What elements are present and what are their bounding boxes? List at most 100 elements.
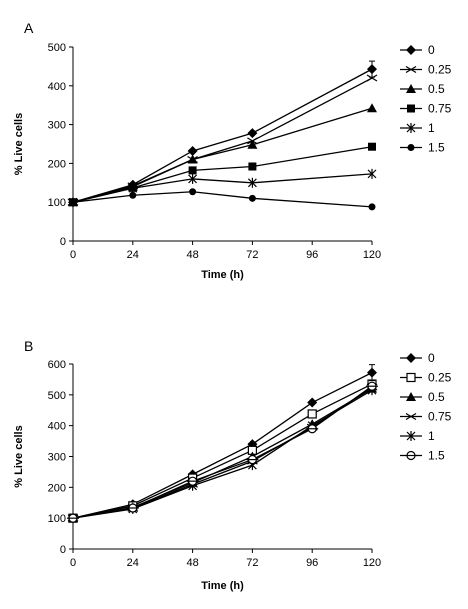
y-tick-label: 0 [60, 236, 66, 248]
y-tick-label: 100 [48, 513, 66, 525]
x-tick-label: 72 [246, 249, 258, 261]
legend-label: 1.5 [428, 141, 445, 155]
legend-label: 0.75 [428, 102, 452, 116]
series-1.5 [69, 188, 376, 211]
data-point [366, 74, 378, 82]
data-point [307, 409, 317, 419]
series-line [72, 68, 373, 203]
x-tick-label: 48 [186, 249, 198, 261]
series-line [72, 173, 373, 203]
y-tick-label: 200 [48, 482, 66, 494]
x-tick-label: 96 [306, 557, 318, 569]
legend-item-0.75: 0.75 [400, 410, 452, 424]
chart-panel-b: B 0 100 200 300 400 500 600 0 24 48 72 96 120 Time (h)… [13, 338, 452, 592]
legend-item-1.5: 1.5 [400, 141, 445, 155]
legend-marker [406, 431, 416, 441]
legend-marker [407, 144, 415, 151]
data-point [306, 424, 319, 434]
x-tick-label: 48 [186, 557, 198, 569]
marker-stroke [366, 74, 378, 82]
y-tick-label: 300 [48, 120, 66, 132]
legend-marker [405, 450, 417, 461]
legend-item-0.25: 0.25 [400, 63, 452, 77]
y-tick-label: 0 [60, 544, 66, 556]
legend-item-1: 1 [400, 121, 435, 135]
data-point [367, 103, 377, 113]
legend: 0 0.25 0.5 0.75 1 1.5 [400, 351, 452, 463]
y-tick-label: 400 [48, 81, 66, 93]
legend-marker [405, 412, 417, 421]
series-line [72, 146, 373, 203]
series-line [72, 385, 373, 519]
data-point [247, 177, 257, 188]
series-1.5 [67, 381, 378, 523]
legend-marker [407, 104, 415, 113]
legend-item-1: 1 [400, 429, 435, 443]
x-tick-label: 120 [363, 557, 381, 569]
y-axis-label: % Live cells [13, 113, 25, 175]
y-tick-label: 600 [48, 359, 66, 371]
legend-marker [406, 84, 416, 93]
x-axis-label: Time (h) [201, 269, 244, 281]
legend-marker [406, 353, 416, 363]
legend-item-0.75: 0.75 [400, 102, 452, 116]
series-1 [68, 168, 377, 208]
data-point [187, 145, 198, 156]
x-tick-label: 120 [363, 249, 381, 261]
x-tick-label: 24 [127, 249, 139, 261]
data-point [189, 188, 197, 196]
x-tick-label: 96 [306, 249, 318, 261]
x-tick-label: 0 [70, 249, 76, 261]
series-line [72, 372, 373, 519]
data-point [128, 183, 138, 194]
y-axis-label: % Live cells [13, 425, 25, 487]
legend-label: 1 [428, 429, 435, 443]
data-point [368, 203, 376, 211]
data-point [69, 198, 77, 206]
data-point [368, 142, 376, 151]
series-line [72, 191, 373, 208]
series-0.25 [68, 379, 377, 523]
legend-label: 0.5 [428, 390, 445, 404]
series-line [72, 107, 373, 203]
data-point [188, 166, 197, 175]
legend-marker [406, 45, 416, 55]
legend-label: 1.5 [428, 449, 445, 463]
y-tick-label: 500 [48, 390, 66, 402]
legend-item-1.5: 1.5 [400, 449, 445, 463]
legend-label: 0.5 [428, 82, 445, 96]
marker-stroke [405, 412, 417, 421]
legend-item-0: 0 [400, 43, 435, 57]
legend-item-0.5: 0.5 [400, 390, 445, 404]
data-point [248, 162, 257, 171]
data-point [247, 128, 258, 139]
legend-label: 1 [428, 121, 435, 135]
x-tick-label: 72 [246, 557, 258, 569]
legend-marker [406, 372, 416, 383]
series-0 [68, 64, 377, 208]
legend: 0 0.25 0.5 0.75 1 1.5 [400, 43, 452, 155]
legend-marker [405, 65, 417, 74]
y-tick-label: 500 [48, 42, 66, 54]
data-point [366, 381, 378, 391]
data-point [126, 503, 139, 513]
series-0.25 [67, 74, 378, 206]
legend-marker [406, 123, 416, 133]
series-1 [68, 385, 377, 524]
x-tick-label: 24 [127, 557, 139, 569]
data-point [248, 194, 256, 202]
data-point [307, 397, 318, 408]
legend-item-0.25: 0.25 [400, 371, 452, 385]
series-line [72, 383, 373, 519]
legend-label: 0 [428, 43, 435, 57]
x-axis-label: Time (h) [201, 580, 244, 592]
marker-stroke [405, 65, 417, 74]
x-tick-label: 0 [70, 557, 76, 569]
legend-item-0.5: 0.5 [400, 82, 445, 96]
series-line [72, 77, 373, 203]
data-point [246, 454, 259, 465]
legend-marker [406, 392, 416, 401]
legend-label: 0.25 [428, 63, 452, 77]
chart-panel-a: A 0 100 200 300 400 500 0 24 48 72 96 120 Time (h) % L… [13, 20, 452, 281]
data-point [187, 154, 198, 164]
